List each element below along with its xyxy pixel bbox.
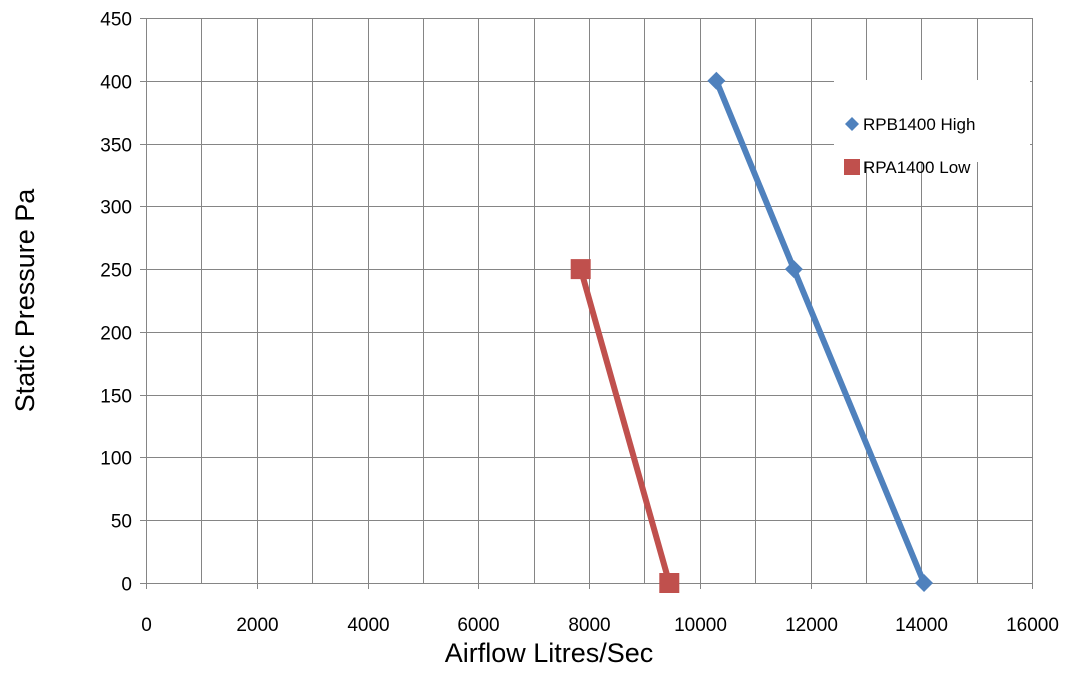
y-tick-label: 400 bbox=[100, 73, 132, 94]
x-axis-title: Airflow Litres/Sec bbox=[445, 638, 654, 668]
data-point-rpa1400-low bbox=[570, 259, 591, 280]
y-tick-label: 200 bbox=[100, 324, 132, 345]
y-tick-label: 250 bbox=[100, 261, 132, 282]
series-line-rpa1400-low bbox=[577, 268, 673, 584]
data-point-rpb1400-high bbox=[915, 574, 934, 592]
y-tick-label: 350 bbox=[100, 136, 132, 157]
data-point-rpa1400-low bbox=[659, 573, 680, 593]
x-tick-label: 10000 bbox=[674, 615, 727, 636]
series-layer bbox=[570, 71, 934, 593]
x-tick-label: 14000 bbox=[895, 615, 948, 636]
y-tick-label: 50 bbox=[111, 512, 132, 533]
x-tick-label: 8000 bbox=[568, 615, 610, 636]
axis-layer: 0 50 100 150 200 250 300 350 400 450 0 2000 4000 6000… bbox=[100, 10, 1059, 637]
y-tick-label: 450 bbox=[100, 10, 132, 31]
x-tick-label: 6000 bbox=[457, 615, 499, 636]
data-point-rpb1400-high bbox=[707, 71, 726, 90]
y-tick-label: 150 bbox=[100, 387, 132, 408]
y-tick-label: 0 bbox=[121, 575, 132, 596]
legend-marker-rpb1400-high bbox=[845, 117, 859, 131]
y-tick-label: 100 bbox=[100, 449, 132, 470]
x-tick-label: 4000 bbox=[347, 615, 389, 636]
data-point-rpb1400-high bbox=[784, 260, 803, 279]
legend-marker-rpa1400-low bbox=[844, 159, 860, 175]
x-tick-label: 12000 bbox=[785, 615, 838, 636]
legend-label-rpb1400-high: RPB1400 High bbox=[863, 115, 975, 134]
legend-label-rpa1400-low: RPA1400 Low bbox=[863, 158, 971, 177]
x-tick-label: 0 bbox=[141, 615, 152, 636]
y-axis-title: Static Pressure Pa bbox=[10, 188, 40, 413]
legend: RPB1400 High RPA1400 Low bbox=[834, 80, 1030, 177]
x-tick-label: 2000 bbox=[236, 615, 278, 636]
x-tick-label: 16000 bbox=[1006, 615, 1059, 636]
legend-background bbox=[834, 80, 1030, 162]
y-tick-label: 300 bbox=[100, 198, 132, 219]
